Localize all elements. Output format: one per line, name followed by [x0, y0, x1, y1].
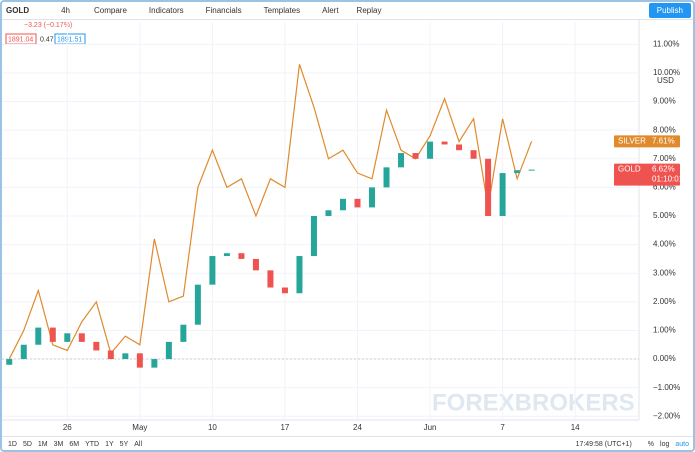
candle: [78, 333, 85, 342]
y-tick-label: 2.00%: [653, 297, 676, 306]
option[interactable]: auto: [675, 440, 689, 448]
candle: [499, 173, 506, 216]
range[interactable]: 6M: [69, 440, 80, 448]
candle: [180, 324, 187, 342]
candle: [310, 215, 317, 257]
series-name: GOLD: [618, 165, 641, 174]
candle: [64, 333, 71, 342]
price-tag: [614, 135, 680, 148]
candle: [485, 158, 492, 216]
candle: [470, 150, 477, 159]
x-tick-label: 14: [571, 423, 580, 432]
y-tick-label: 4.00%: [653, 240, 676, 249]
candle: [238, 253, 245, 259]
range[interactable]: 5D: [22, 440, 32, 448]
bid: 1891.04: [8, 36, 33, 43]
range[interactable]: 1M: [37, 440, 48, 448]
x-tick-label: 7: [500, 423, 505, 432]
candle: [223, 253, 230, 257]
bottom-bar: 1D 5D 1M 3M 6M YTD 1Y 5Y All 17:49:58 (U…: [2, 436, 693, 450]
x-tick-label: 17: [280, 423, 289, 432]
y-tick-label: 9.00%: [653, 97, 676, 106]
watermark: FOREXBROKERS: [432, 389, 635, 416]
range[interactable]: 3M: [53, 440, 64, 448]
candle: [252, 258, 259, 271]
time: 17:49:58 (UTC+1): [575, 440, 632, 448]
candle: [528, 169, 535, 171]
option[interactable]: %: [647, 440, 655, 448]
toolbar-item[interactable]: Financials: [205, 6, 242, 15]
toolbar-item[interactable]: Indicators: [148, 6, 184, 15]
y-tick-label: −1.00%: [653, 383, 680, 392]
candle: [165, 341, 172, 360]
y-tick-label: 0.00%: [653, 354, 676, 363]
candle: [194, 284, 201, 325]
candle: [151, 359, 158, 368]
interval[interactable]: 4h: [61, 6, 71, 15]
y-unit: USD: [657, 76, 674, 85]
toolbar-item[interactable]: Compare: [94, 6, 127, 15]
candle: [281, 287, 288, 294]
ask: 1891.51: [57, 36, 82, 43]
candle: [456, 144, 463, 151]
candle: [136, 353, 143, 368]
candle: [325, 210, 332, 216]
y-tick-label: 6.00%: [653, 182, 676, 191]
series-name: SILVER: [618, 136, 646, 145]
price-tag: [614, 163, 680, 186]
range[interactable]: YTD: [85, 440, 100, 448]
x-tick-label: May: [132, 423, 147, 432]
candle: [369, 187, 376, 208]
candle: [6, 359, 13, 365]
y-tick-label: 1.00%: [653, 326, 676, 335]
candle: [20, 344, 27, 360]
toolbar-item[interactable]: Templates: [263, 6, 301, 15]
change: −3.23 (−0.17%): [24, 22, 72, 29]
silver-line: [8, 64, 533, 360]
y-tick-label: 3.00%: [653, 268, 676, 277]
candle: [514, 170, 521, 174]
candle: [339, 198, 346, 211]
spread: 0.47: [40, 36, 54, 43]
candle: [427, 141, 434, 159]
candle: [209, 256, 216, 285]
candle: [412, 153, 419, 159]
option[interactable]: log: [660, 440, 670, 448]
last-value: 6.62%: [652, 165, 675, 174]
y-tick-label: −2.00%: [653, 411, 680, 420]
symbol[interactable]: GOLD: [6, 6, 30, 15]
candle: [107, 350, 114, 360]
x-tick-label: 24: [353, 423, 362, 432]
candle: [398, 153, 405, 168]
publish-button[interactable]: Publish: [648, 3, 691, 18]
x-tick-label: 26: [63, 423, 72, 432]
range[interactable]: 1D: [8, 440, 17, 448]
candle: [296, 256, 303, 294]
chart: −3.23 (−0.17%) 1891.04 0.47 1891.51 FORE…: [2, 20, 684, 432]
range[interactable]: All: [134, 440, 143, 448]
candle: [93, 341, 100, 351]
last-value: 7.61%: [652, 136, 675, 145]
candle: [441, 141, 448, 145]
candle: [49, 327, 56, 342]
toolbar-item[interactable]: Replay: [356, 6, 382, 15]
range[interactable]: 5Y: [119, 440, 129, 448]
candle: [354, 198, 361, 208]
y-tick-label: 5.00%: [653, 211, 676, 220]
range[interactable]: 1Y: [105, 440, 114, 448]
countdown: 01:10:01: [652, 175, 684, 184]
y-tick-label: 11.00%: [653, 39, 680, 48]
y-tick-label: 10.00%: [653, 68, 680, 77]
x-tick-label: 10: [208, 423, 217, 432]
x-tick-label: Jun: [424, 423, 437, 432]
y-tick-label: 8.00%: [653, 125, 676, 134]
toolbar: GOLD 4h Compare Indicators Financials Te…: [2, 2, 693, 20]
toolbar-item[interactable]: Alert: [322, 6, 339, 15]
y-tick-label: 7.00%: [653, 154, 676, 163]
candle: [267, 270, 274, 288]
candle: [122, 353, 129, 360]
candle: [383, 167, 390, 188]
candle: [35, 327, 42, 345]
